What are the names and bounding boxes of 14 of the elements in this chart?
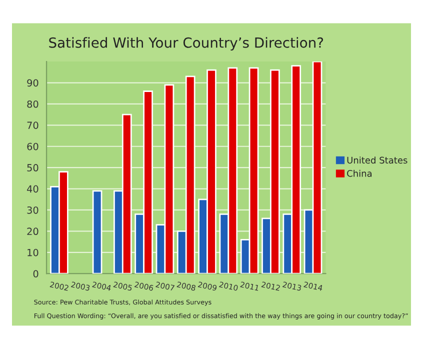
y-tick-label: 60 [27, 142, 38, 150]
y-tick-label: 0 [33, 270, 38, 278]
legend-label: United States [347, 156, 408, 164]
chart-title: Satisfied With Your Country’s Direction? [49, 37, 324, 51]
y-tick-label: 20 [27, 228, 38, 236]
legend-label: China [347, 170, 372, 177]
y-tick-label: 50 [27, 164, 38, 172]
y-tick-label: 80 [27, 100, 38, 108]
y-tick-label: 30 [27, 206, 38, 214]
y-tick-label: 40 [26, 185, 38, 193]
y-tick-label: 10 [28, 248, 38, 256]
y-tick-label: 70 [27, 122, 38, 130]
y-tick-label: 90 [27, 79, 38, 87]
bar [92, 190, 102, 274]
